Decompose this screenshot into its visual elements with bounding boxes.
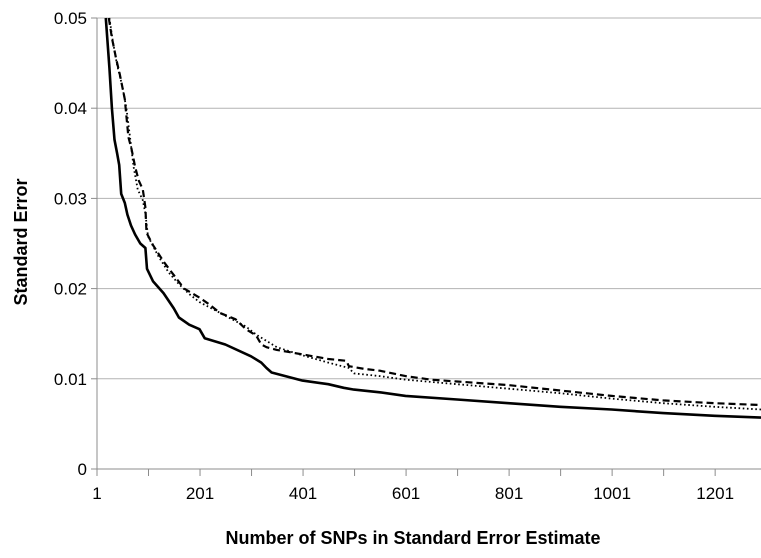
x-tick-label: 1201 [696,484,734,503]
x-tick-label: 601 [392,484,420,503]
x-tick-label: 1001 [593,484,631,503]
y-tick-label: 0.03 [54,189,87,208]
x-tick-label: 201 [186,484,214,503]
x-tick-label: 1 [92,484,101,503]
y-tick-label: 0 [78,460,87,479]
x-axis-title: Number of SNPs in Standard Error Estimat… [225,528,600,548]
y-tick-label: 0.01 [54,370,87,389]
y-tick-label: 0.05 [54,9,87,28]
y-tick-label: 0.02 [54,280,87,299]
series-line-solid [104,17,761,419]
series-line-dashed [107,17,761,407]
axes [91,17,761,476]
series-line-dotted [108,17,761,411]
tick-labels: 00.010.020.030.040.051 201 401 601 801 1001 12… [54,9,734,503]
gridlines [97,17,761,380]
x-tick-label: 801 [495,484,523,503]
y-axis-title: Standard Error [11,178,31,305]
x-tick-label: 401 [289,484,317,503]
y-tick-label: 0.04 [54,99,87,118]
series-lines [104,17,761,419]
